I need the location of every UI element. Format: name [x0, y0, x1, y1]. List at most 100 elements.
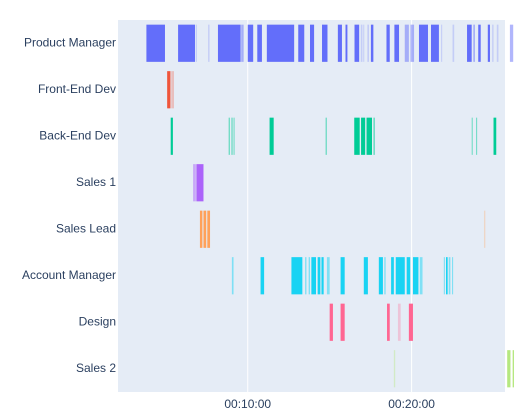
activity-bar-account-manager[interactable]	[260, 257, 265, 295]
activity-bar-account-manager[interactable]	[395, 257, 405, 295]
activity-bar-product-manager[interactable]	[247, 24, 254, 62]
activity-bar-product-manager[interactable]	[241, 24, 244, 62]
activity-bar-back-end-dev[interactable]	[476, 117, 478, 155]
y-tick-label: Front-End Dev	[38, 82, 116, 96]
activity-bar-account-manager[interactable]	[384, 257, 386, 295]
activity-bar-product-manager[interactable]	[257, 24, 262, 62]
activity-bar-product-manager[interactable]	[178, 24, 196, 62]
activity-bar-account-manager[interactable]	[311, 257, 317, 295]
activity-bar-back-end-dev[interactable]	[269, 117, 274, 155]
activity-bar-sales-2[interactable]	[507, 350, 511, 388]
x-tick-label: 00:10:00	[224, 397, 271, 411]
activity-bar-account-manager[interactable]	[391, 257, 394, 295]
activity-bar-account-manager[interactable]	[446, 257, 448, 295]
activity-bar-product-manager[interactable]	[195, 24, 197, 62]
y-tick-label: Product Manager	[24, 35, 116, 49]
activity-bar-account-manager[interactable]	[340, 257, 345, 295]
activity-bar-back-end-dev[interactable]	[233, 117, 235, 155]
activity-bar-product-manager[interactable]	[430, 24, 439, 62]
activity-bar-product-manager[interactable]	[345, 24, 348, 62]
activity-bar-account-manager[interactable]	[363, 257, 368, 295]
activity-bar-sales-2[interactable]	[512, 350, 514, 388]
y-tick-label: Sales Lead	[56, 221, 116, 235]
activity-bar-account-manager[interactable]	[305, 257, 307, 295]
activity-bar-back-end-dev[interactable]	[373, 117, 375, 155]
activity-bar-account-manager[interactable]	[321, 257, 324, 295]
activity-bar-back-end-dev[interactable]	[325, 117, 327, 155]
activity-bar-account-manager[interactable]	[317, 257, 321, 295]
activity-bar-account-manager[interactable]	[443, 257, 445, 295]
activity-bar-account-manager[interactable]	[291, 257, 303, 295]
activity-bar-design[interactable]	[408, 303, 413, 341]
activity-bar-account-manager[interactable]	[448, 257, 451, 295]
activity-bar-back-end-dev[interactable]	[354, 117, 360, 155]
activity-bar-account-manager[interactable]	[406, 257, 411, 295]
x-tick-label: 00:20:00	[388, 397, 435, 411]
activity-bar-product-manager[interactable]	[146, 24, 165, 62]
activity-bar-product-manager[interactable]	[410, 24, 415, 62]
activity-bar-product-manager[interactable]	[478, 24, 481, 62]
activity-bar-account-manager[interactable]	[378, 257, 383, 295]
activity-bar-product-manager[interactable]	[208, 24, 210, 62]
activity-bar-product-manager[interactable]	[404, 24, 409, 62]
activity-bar-design[interactable]	[329, 303, 333, 341]
activity-bar-account-manager[interactable]	[308, 257, 310, 295]
activity-bar-account-manager[interactable]	[452, 257, 454, 295]
y-tick-label: Sales 1	[76, 175, 116, 189]
activity-bar-design[interactable]	[397, 303, 401, 341]
plot-background	[118, 20, 505, 392]
activity-bar-sales-lead[interactable]	[199, 210, 203, 248]
activity-bar-sales-1[interactable]	[193, 164, 196, 202]
activity-bar-product-manager[interactable]	[487, 24, 490, 62]
activity-bar-product-manager[interactable]	[452, 24, 455, 62]
y-tick-label: Account Manager	[22, 268, 116, 282]
activity-bar-back-end-dev[interactable]	[231, 117, 233, 155]
activity-bar-product-manager[interactable]	[322, 24, 328, 62]
activity-bar-product-manager[interactable]	[370, 24, 374, 62]
activity-bar-sales-lead[interactable]	[483, 210, 486, 248]
activity-bar-product-manager[interactable]	[363, 24, 365, 62]
activity-bar-design[interactable]	[387, 303, 390, 341]
activity-bar-product-manager[interactable]	[467, 24, 472, 62]
activity-bars	[146, 24, 514, 388]
y-tick-label: Back-End Dev	[39, 128, 116, 142]
activity-bar-sales-lead[interactable]	[207, 210, 211, 248]
activity-bar-product-manager[interactable]	[367, 24, 369, 62]
y-axis-ticks: Product Manager Front-End Dev Back-End Dev…	[22, 35, 116, 375]
activity-bar-back-end-dev[interactable]	[471, 117, 473, 155]
activity-bar-product-manager[interactable]	[418, 24, 428, 62]
activity-bar-sales-2[interactable]	[393, 350, 396, 388]
activity-bar-back-end-dev[interactable]	[366, 117, 372, 155]
activity-bar-product-manager[interactable]	[298, 24, 305, 62]
activity-bar-account-manager[interactable]	[419, 257, 423, 295]
activity-bar-sales-lead[interactable]	[203, 210, 207, 248]
activity-bar-product-manager[interactable]	[394, 24, 400, 62]
activity-bar-product-manager[interactable]	[509, 24, 514, 62]
activity-bar-back-end-dev[interactable]	[361, 117, 366, 155]
activity-bar-account-manager[interactable]	[231, 257, 234, 295]
y-tick-label: Design	[79, 314, 116, 328]
activity-bar-product-manager[interactable]	[354, 24, 360, 62]
activity-bar-back-end-dev[interactable]	[493, 117, 497, 155]
activity-bar-back-end-dev[interactable]	[170, 117, 173, 155]
activity-bar-product-manager[interactable]	[217, 24, 241, 62]
activity-bar-account-manager[interactable]	[412, 257, 419, 295]
activity-bar-product-manager[interactable]	[386, 24, 390, 62]
activity-bar-front-end-dev[interactable]	[171, 71, 174, 109]
activity-bar-account-manager[interactable]	[326, 257, 330, 295]
activity-bar-front-end-dev[interactable]	[167, 71, 171, 109]
activity-bar-design[interactable]	[340, 303, 345, 341]
activity-bar-product-manager[interactable]	[441, 24, 443, 62]
y-tick-label: Sales 2	[76, 361, 116, 375]
activity-bar-product-manager[interactable]	[309, 24, 315, 62]
activity-bar-product-manager[interactable]	[496, 24, 499, 62]
activity-bar-product-manager[interactable]	[266, 24, 295, 62]
activity-bar-product-manager[interactable]	[492, 24, 494, 62]
activity-bar-product-manager[interactable]	[360, 24, 363, 62]
activity-bar-product-manager[interactable]	[337, 24, 342, 62]
activity-bar-back-end-dev[interactable]	[228, 117, 230, 155]
activity-bar-sales-1[interactable]	[196, 164, 204, 202]
activity-bar-product-manager[interactable]	[473, 24, 475, 62]
